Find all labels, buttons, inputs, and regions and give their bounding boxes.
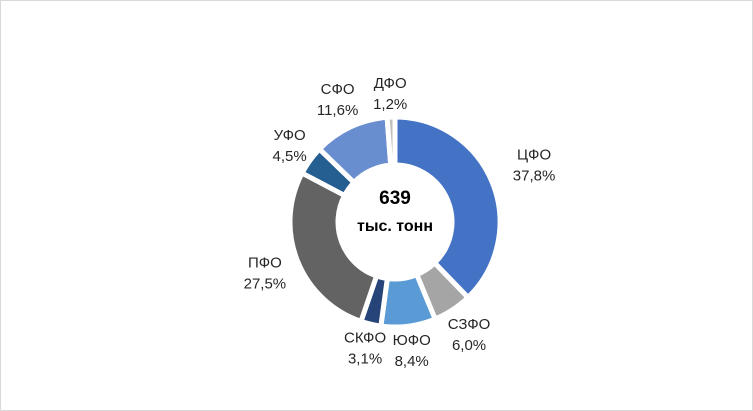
- donut-segment: [384, 114, 398, 168]
- donut-segment: [392, 114, 503, 301]
- segment-value-label: 27,5%: [244, 276, 287, 293]
- segment-value-label: 4,5%: [273, 148, 307, 165]
- segment-value-label: 3,1%: [348, 350, 382, 367]
- segment-name: СФО: [321, 81, 355, 98]
- segment-name: ЮФО: [393, 332, 431, 349]
- segment-name: ЦФО: [517, 147, 551, 164]
- center-value: 639: [379, 188, 411, 209]
- segment-name: ПФО: [248, 255, 282, 272]
- segment-name: ДФО: [374, 75, 407, 92]
- center-label: тыс. тонн: [357, 218, 433, 235]
- donut-segment: [287, 169, 380, 325]
- segment-value-label: 37,8%: [513, 168, 556, 185]
- segment-value-label: 1,2%: [373, 96, 407, 113]
- segment-name: УФО: [274, 127, 306, 144]
- segment-name: СЗФО: [448, 316, 491, 333]
- segment-value-label: 11,6%: [317, 102, 358, 119]
- segment-name: СКФО: [344, 329, 386, 346]
- segment-value-label: 6,0%: [452, 337, 486, 354]
- segment-value-label: 8,4%: [395, 353, 429, 370]
